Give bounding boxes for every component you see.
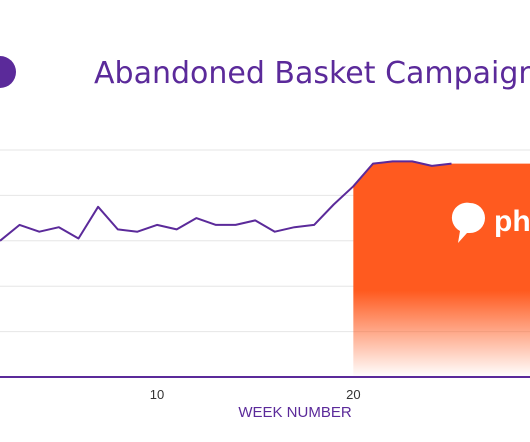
brand-logo-icon [0,56,16,88]
brand-overlay: ph [451,202,530,243]
brand-logo-text: ph [494,205,530,238]
series-line [0,160,452,242]
highlight-region [353,161,530,377]
chart-title: Abandoned Basket Campaign [94,56,530,91]
x-tick-labels: 10 20 [150,387,361,402]
x-tick-label: 10 [150,387,164,402]
speech-bubble-icon [451,202,485,243]
series-line-layer [0,160,452,242]
highlight-area [353,161,530,377]
x-axis-label: WEEK NUMBER [238,404,352,421]
x-tick-label: 20 [346,387,360,402]
